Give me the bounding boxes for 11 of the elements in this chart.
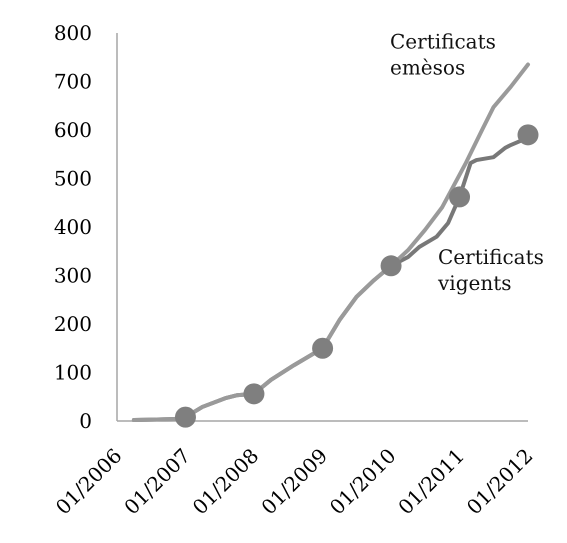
y-tick-label: 800 [54, 21, 92, 45]
y-tick-label: 600 [54, 118, 92, 142]
y-tick-label: 300 [54, 264, 92, 288]
y-tick-label: 0 [79, 409, 92, 433]
y-tick-label: 400 [54, 215, 92, 239]
y-tick-label: 200 [54, 312, 92, 336]
series-label: Certificats vigents [437, 244, 544, 295]
y-tick-label: 500 [54, 166, 92, 190]
y-tick-label: 700 [54, 70, 92, 94]
series-label: Certificats emèsos [390, 30, 496, 80]
y-tick-label: 100 [54, 360, 92, 384]
